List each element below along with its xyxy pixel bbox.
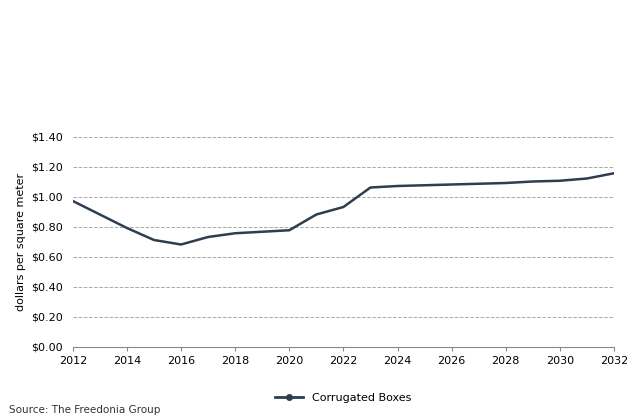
Y-axis label: dollars per square meter: dollars per square meter [16, 173, 26, 310]
Legend: Corrugated Boxes: Corrugated Boxes [271, 389, 416, 408]
Text: Source: The Freedonia Group: Source: The Freedonia Group [9, 405, 161, 415]
Text: Figure 3-2.
Global Corrugated Box Pricing,
2012 – 2032
(dollars per square meter: Figure 3-2. Global Corrugated Box Pricin… [9, 8, 215, 78]
Text: Freedonia: Freedonia [523, 110, 588, 123]
